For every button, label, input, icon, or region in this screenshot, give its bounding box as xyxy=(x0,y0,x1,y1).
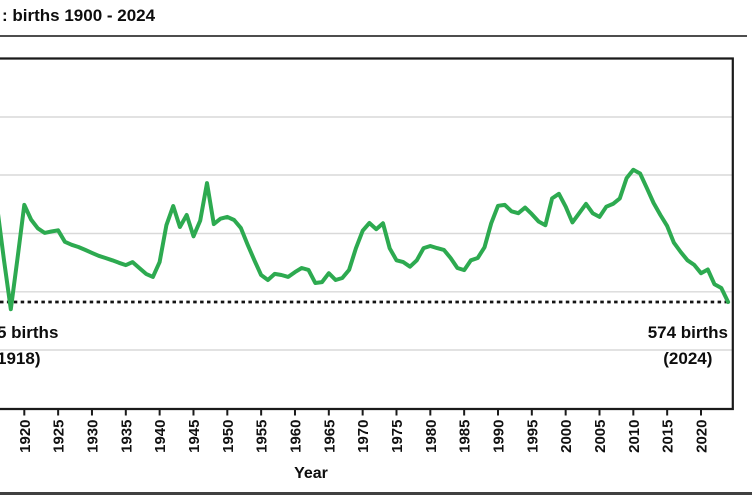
x-tick-label: 1930 xyxy=(84,420,101,453)
x-tick-label: 2000 xyxy=(558,420,575,453)
x-tick-label: 1945 xyxy=(186,420,203,453)
x-tick-label: 2005 xyxy=(592,420,609,453)
x-tick-label: 1960 xyxy=(287,420,304,453)
bottom-border xyxy=(0,492,752,495)
plot-frame xyxy=(0,57,734,411)
annotation-2024-line2: (2024) xyxy=(663,349,713,368)
x-tick-label: 1920 xyxy=(17,420,34,453)
x-tick-label: 1995 xyxy=(524,420,541,453)
x-tick-label: 2010 xyxy=(626,420,643,453)
title-divider xyxy=(0,35,747,37)
x-tick-label: 1955 xyxy=(254,420,271,453)
births-line-series xyxy=(0,167,731,312)
x-tick-label: 1940 xyxy=(152,420,169,453)
x-tick-label: 1935 xyxy=(118,420,135,453)
annotation-2024: 574 births (2024) xyxy=(648,320,728,372)
annotation-1918-line1: 5 births xyxy=(0,323,59,342)
x-tick-label: 1980 xyxy=(423,420,440,453)
x-tick-label: 2020 xyxy=(694,420,711,453)
annotation-1918: 5 births 1918) xyxy=(0,320,58,372)
annotation-1918-line2: 1918) xyxy=(0,349,41,368)
chart-title: : births 1900 - 2024 xyxy=(2,6,156,25)
x-axis-title: Year xyxy=(294,465,328,482)
x-tick-label: 1975 xyxy=(389,420,406,453)
x-tick-label: 1970 xyxy=(355,420,372,453)
x-tick-label: 1950 xyxy=(220,420,237,453)
x-tick-label: 1990 xyxy=(490,420,507,453)
x-tick-label: 1925 xyxy=(51,420,68,453)
x-tick-label: 1985 xyxy=(457,420,474,453)
x-tick-label: 2015 xyxy=(660,420,677,453)
annotation-2024-line1: 574 births xyxy=(647,323,728,342)
x-tick-label: 1965 xyxy=(321,420,338,453)
